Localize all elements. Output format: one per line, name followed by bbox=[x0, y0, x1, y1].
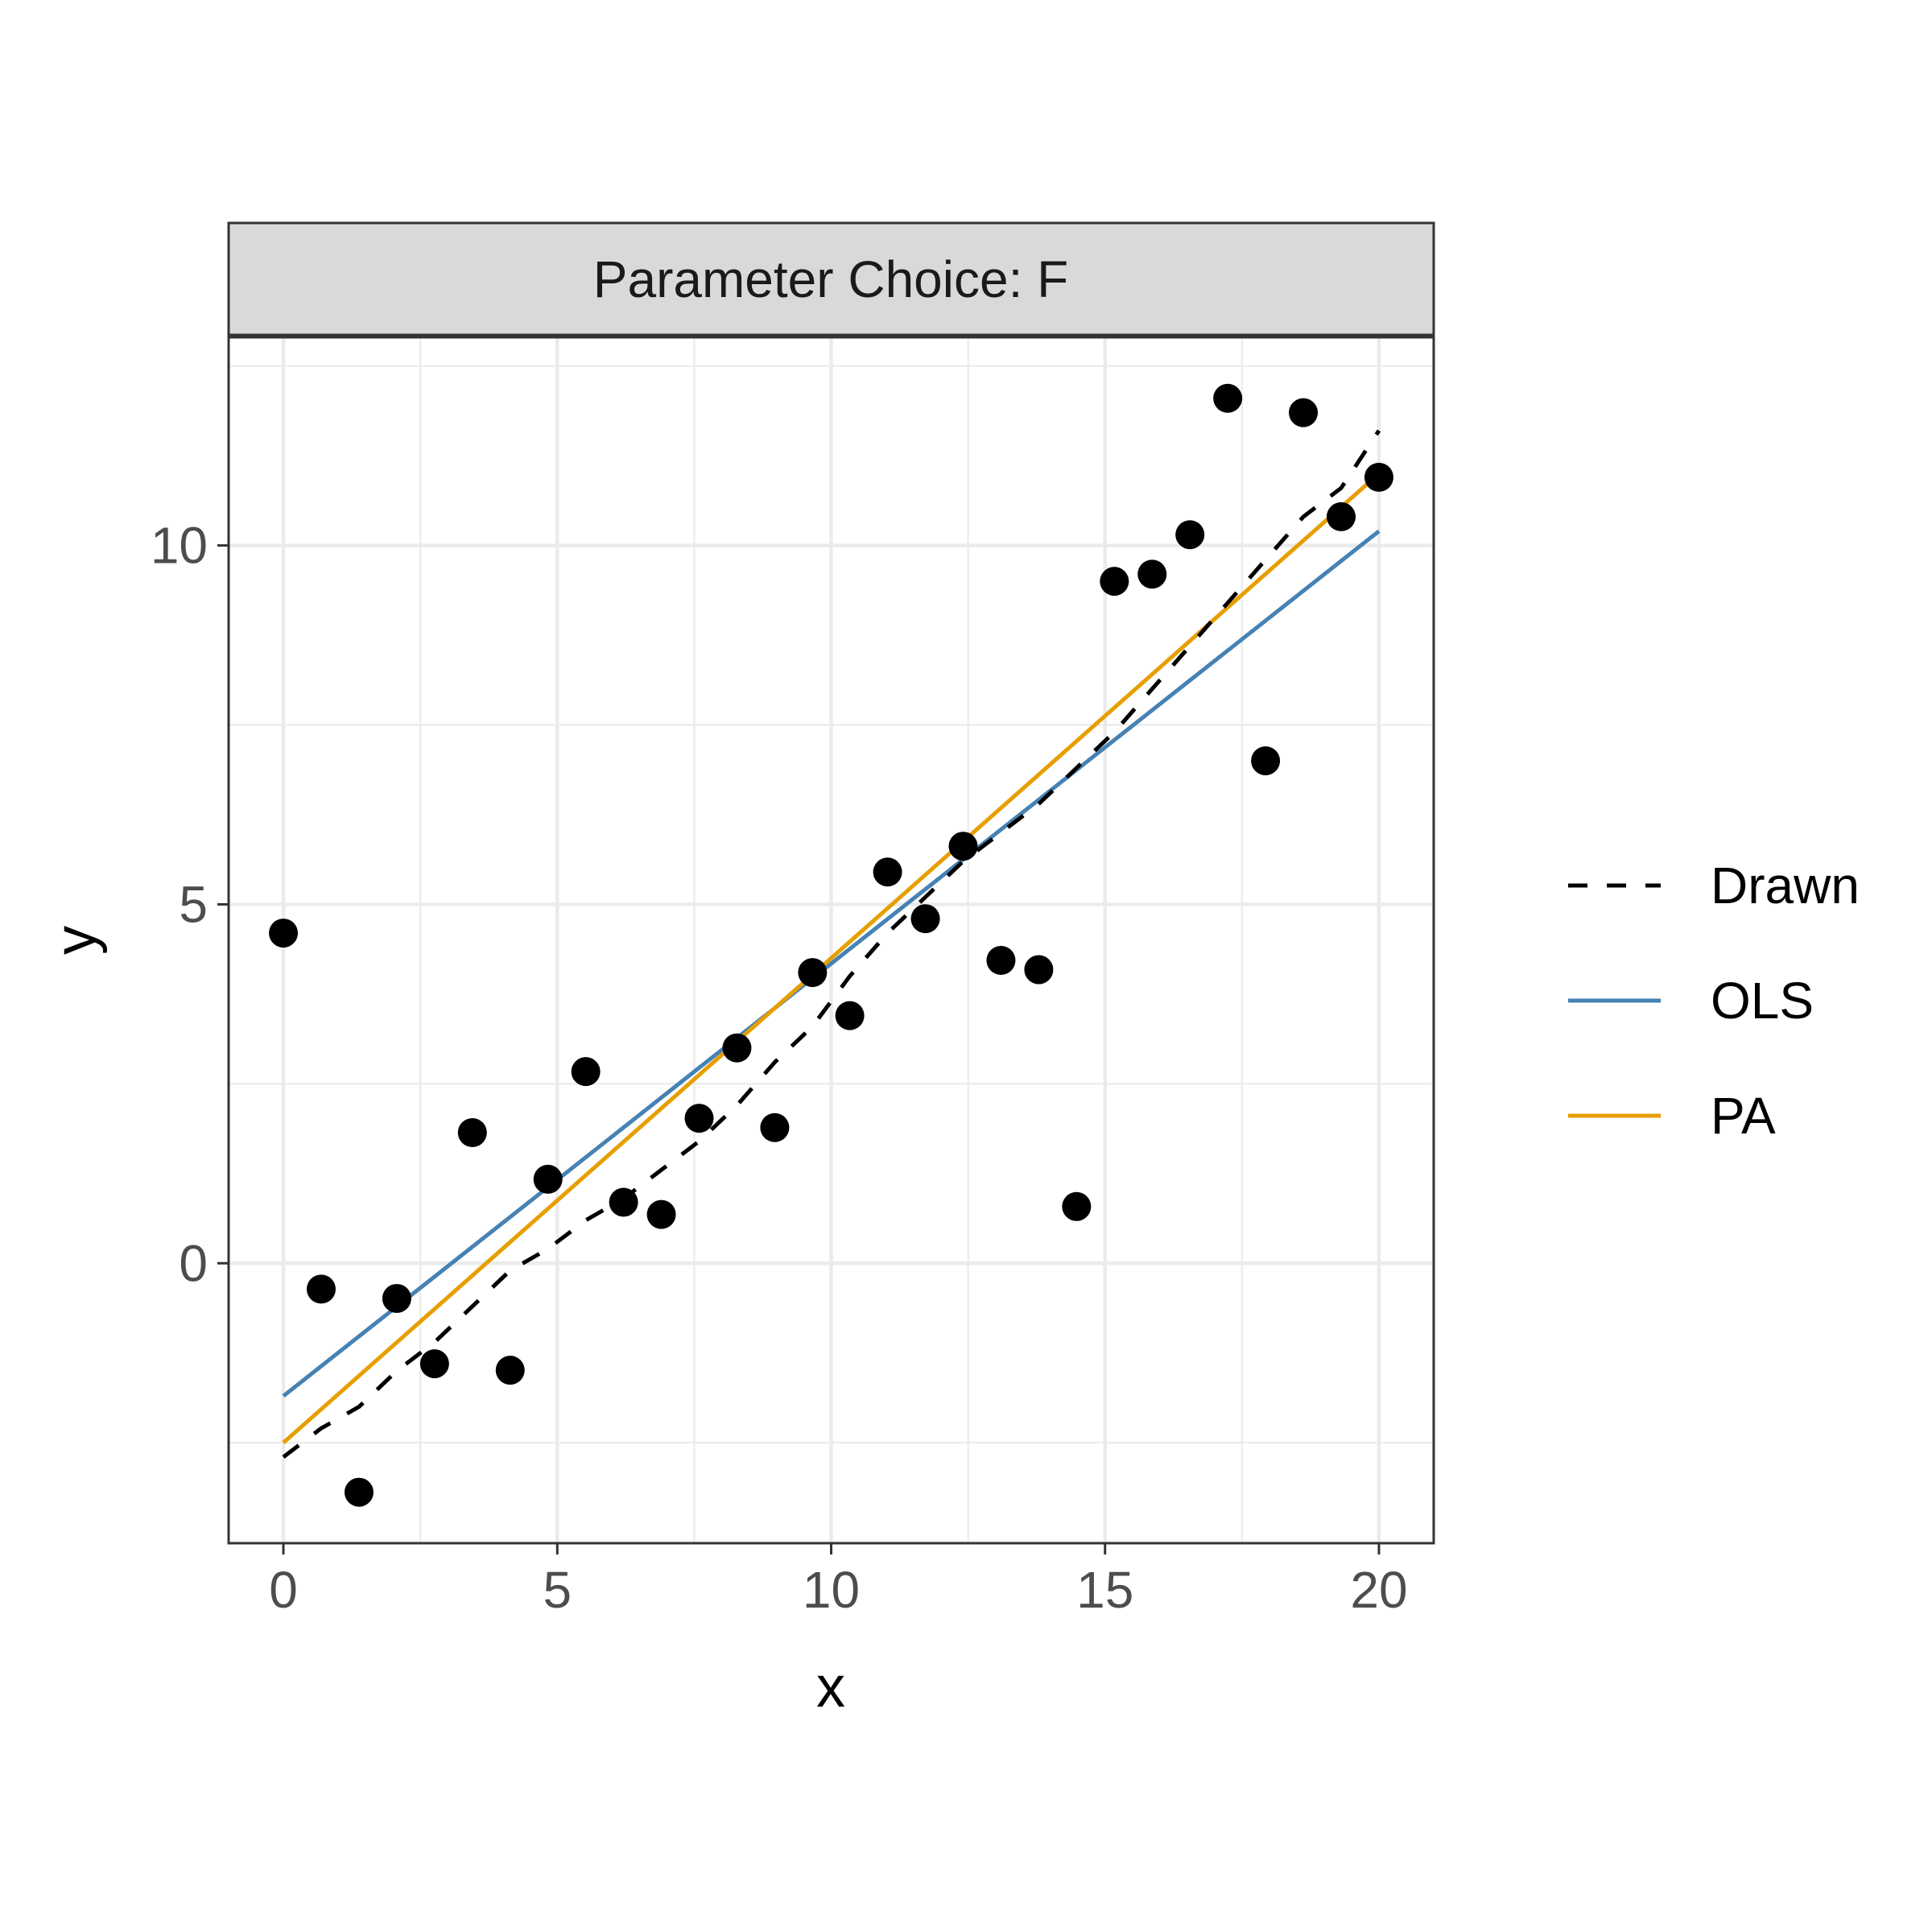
data-point bbox=[1100, 567, 1129, 597]
data-point bbox=[344, 1477, 374, 1507]
series-layer bbox=[282, 429, 1381, 1459]
facet-strip: Parameter Choice: F bbox=[227, 221, 1435, 336]
series-line-pa bbox=[282, 472, 1381, 1445]
data-point bbox=[457, 1117, 487, 1147]
legend-label-drawn: Drawn bbox=[1711, 857, 1860, 914]
data-point bbox=[1137, 559, 1167, 589]
data-point bbox=[798, 958, 828, 988]
data-point bbox=[269, 919, 299, 948]
y-tick-label: 5 bbox=[179, 875, 208, 933]
series-line-ols bbox=[282, 529, 1381, 1398]
x-tick-label: 5 bbox=[543, 1561, 572, 1619]
data-point bbox=[948, 832, 978, 861]
data-point bbox=[684, 1104, 714, 1133]
data-point bbox=[419, 1349, 449, 1379]
facet-strip-title: Parameter Choice: F bbox=[593, 250, 1068, 308]
x-tick-label: 0 bbox=[269, 1561, 298, 1619]
x-axis-title: x bbox=[816, 1655, 845, 1719]
data-point bbox=[873, 857, 902, 887]
data-point bbox=[760, 1113, 790, 1142]
data-point bbox=[910, 904, 940, 934]
legend-label-pa: PA bbox=[1711, 1087, 1776, 1145]
data-point bbox=[1289, 398, 1319, 427]
data-point bbox=[533, 1164, 563, 1194]
legend: Drawn OLS PA bbox=[1568, 857, 1860, 1145]
data-point bbox=[609, 1187, 638, 1217]
data-point bbox=[986, 945, 1016, 975]
x-tick-label: 10 bbox=[803, 1561, 860, 1619]
data-point bbox=[1024, 955, 1054, 985]
data-point bbox=[1213, 383, 1243, 413]
data-point bbox=[1062, 1191, 1092, 1221]
grid-layer bbox=[229, 337, 1434, 1543]
data-point bbox=[646, 1199, 676, 1229]
data-point bbox=[722, 1033, 752, 1063]
data-point bbox=[1251, 746, 1281, 776]
series-line-drawn bbox=[282, 429, 1381, 1459]
data-point bbox=[306, 1274, 336, 1304]
y-tick-label: 0 bbox=[179, 1234, 208, 1292]
data-point bbox=[835, 1001, 865, 1030]
facet-strip-background bbox=[227, 221, 1435, 336]
y-tick-label: 10 bbox=[151, 517, 208, 575]
points-layer bbox=[269, 383, 1393, 1507]
data-point bbox=[1327, 502, 1356, 531]
data-point bbox=[1364, 462, 1393, 492]
data-point bbox=[571, 1057, 601, 1087]
axes-layer: 0 5 10 15 20 0 5 10 bbox=[151, 517, 1408, 1619]
x-tick-label: 15 bbox=[1076, 1561, 1133, 1619]
data-point bbox=[382, 1283, 411, 1313]
y-axis-title: y bbox=[43, 926, 108, 955]
data-point bbox=[1175, 520, 1205, 550]
data-point bbox=[495, 1356, 525, 1385]
x-tick-label: 20 bbox=[1350, 1561, 1407, 1619]
legend-label-ols: OLS bbox=[1711, 972, 1814, 1030]
